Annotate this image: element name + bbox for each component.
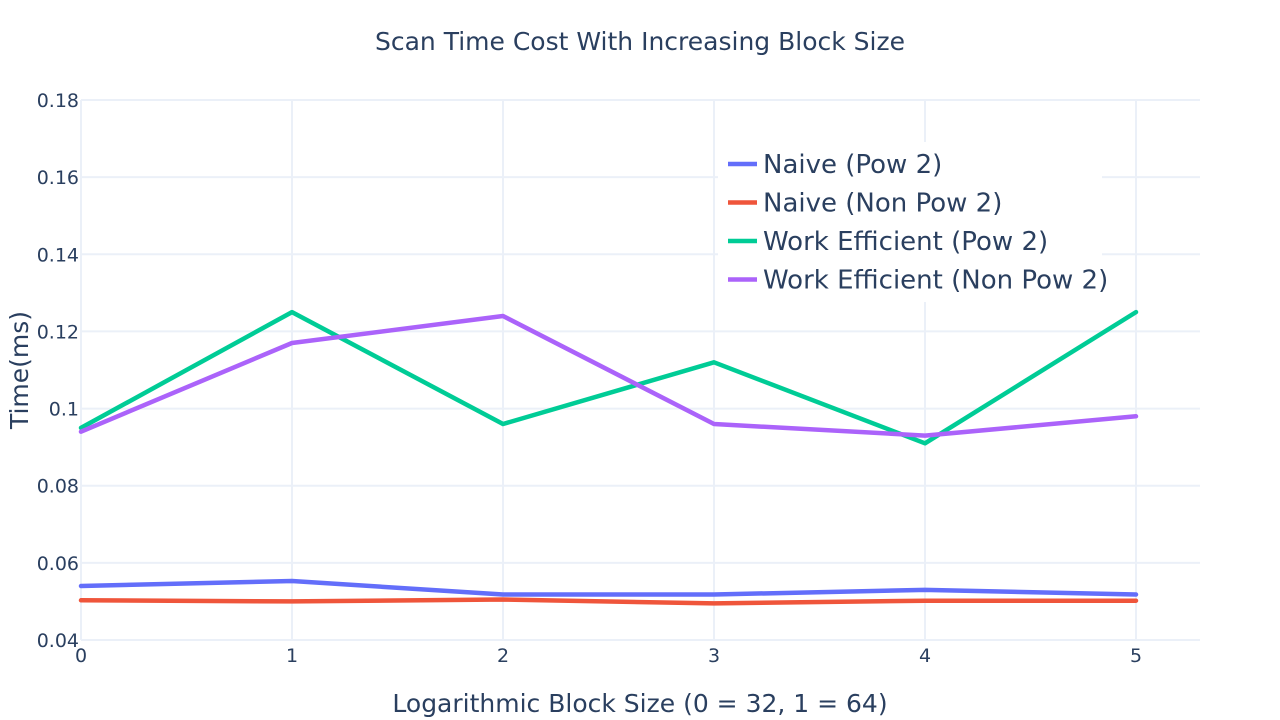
y-tick-label: 0.12 <box>37 321 79 343</box>
series-line-2 <box>78 597 1139 606</box>
series-line-3 <box>78 309 1139 446</box>
legend-label: Naive (Pow 2) <box>763 150 942 180</box>
y-axis-title: Time(ms) <box>5 311 34 430</box>
legend-background <box>718 142 1102 302</box>
legend-label: Work Efficient (Non Pow 2) <box>763 266 1108 296</box>
series-lines <box>78 309 1139 606</box>
y-tick-label: 0.08 <box>37 476 79 498</box>
legend-label: Naive (Non Pow 2) <box>763 189 1002 219</box>
y-tick-label: 0.06 <box>37 553 79 575</box>
legend-label: Work Efficient (Pow 2) <box>763 227 1048 257</box>
x-tick-label: 0 <box>75 645 87 667</box>
x-tick-label: 3 <box>708 645 720 667</box>
y-tick-label: 0.14 <box>37 244 79 266</box>
y-tick-label: 0.18 <box>37 90 79 112</box>
series-line-1 <box>78 578 1139 597</box>
x-axis-title: Logarithmic Block Size (0 = 32, 1 = 64) <box>392 689 887 718</box>
x-tick-label: 4 <box>919 645 931 667</box>
chart-title: Scan Time Cost With Increasing Block Siz… <box>375 27 905 56</box>
axis-ticks: 0.04 0.06 0.08 0.1 0.12 0.14 0.16 0.18 0 1 2 3 4 5 <box>37 90 1142 667</box>
series-line-4 <box>78 313 1139 438</box>
grid <box>80 99 1200 641</box>
y-tick-label: 0.04 <box>37 630 79 652</box>
x-tick-label: 1 <box>286 645 298 667</box>
legend: Naive (Pow 2) Naive (Non Pow 2) Work Effic… <box>718 142 1108 302</box>
x-tick-label: 5 <box>1130 645 1142 667</box>
x-tick-label: 2 <box>497 645 509 667</box>
y-tick-label: 0.16 <box>37 167 79 189</box>
y-tick-label: 0.1 <box>49 399 79 421</box>
